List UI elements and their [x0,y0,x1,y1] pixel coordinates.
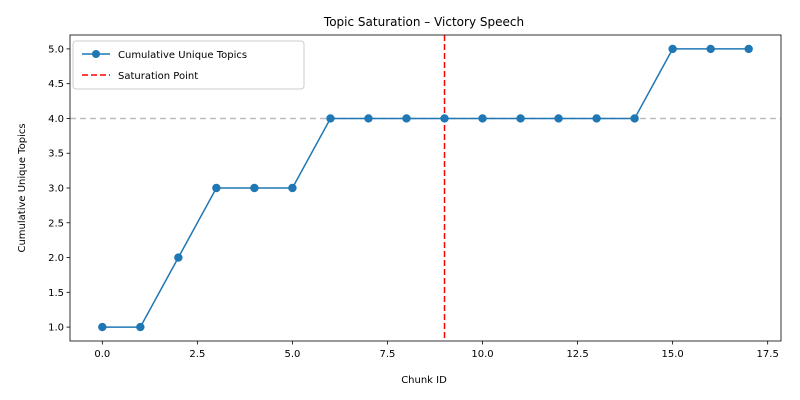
x-tick-label: 7.5 [380,349,396,360]
x-axis-label: Chunk ID [401,375,447,386]
y-axis-label: Cumulative Unique Topics [17,123,28,252]
data-point [250,183,259,193]
y-tick-label: 1.5 [48,288,64,299]
data-point [668,44,677,54]
legend-series-marker [92,50,100,58]
data-point [212,183,221,193]
x-tick-label: 0.0 [94,349,110,360]
data-point [326,114,335,123]
x-tick-label: 2.5 [189,349,205,360]
y-tick-label: 2.0 [48,253,64,264]
y-tick-label: 5.0 [48,44,64,55]
data-point [744,44,753,54]
x-tick-label: 12.5 [566,349,588,360]
legend-box [72,40,305,90]
data-point [98,322,107,332]
y-tick-label: 3.5 [48,149,64,160]
axis-ticks: 0.0 2.5 5.0 7.5 10.0 12.5 15.0 17.5 1.0 1.5 2.0 2.5… [48,44,779,360]
data-point [440,114,449,123]
data-point [364,114,373,123]
plot-area [69,34,782,342]
data-point [478,114,487,123]
x-tick-label: 17.5 [757,349,779,360]
legend-series-label: Cumulative Unique Topics [118,50,247,61]
data-point [402,114,411,123]
legend-saturation-label: Saturation Point [118,71,198,82]
data-point [630,114,639,123]
data-point [554,114,563,123]
data-point [136,322,145,332]
data-point [706,44,715,54]
x-tick-label: 15.0 [662,349,684,360]
x-tick-label: 5.0 [284,349,300,360]
y-tick-label: 1.0 [48,323,64,334]
y-tick-label: 4.0 [48,114,64,125]
legend: Cumulative Unique Topics Saturation Poin… [72,40,305,90]
series-line [102,48,749,328]
data-point [174,253,183,262]
data-point [516,114,525,123]
data-point [592,114,601,123]
y-tick-label: 2.5 [48,218,64,229]
y-tick-label: 4.5 [48,79,64,90]
y-tick-label: 3.0 [48,184,64,195]
data-point [288,183,297,193]
x-tick-label: 10.0 [471,349,493,360]
chart-title: Topic Saturation – Victory Speech [323,15,524,29]
